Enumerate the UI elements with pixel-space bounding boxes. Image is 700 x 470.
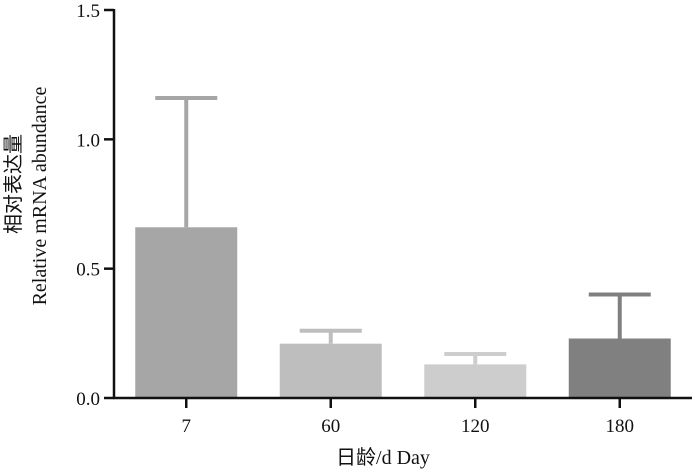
x-ticks: 7 60 120 180 [182,398,635,437]
bar-180 [568,338,671,398]
bars-layer [135,95,671,398]
x-tick-label: 120 [461,416,490,437]
x-tick-label: 180 [606,416,635,437]
bar-60 [279,343,382,398]
x-axis-label: 日龄/d Day [336,446,430,469]
y-tick-label: 1.0 [76,130,100,151]
y-tick-label: 0.5 [76,260,100,281]
y-axis-label-english: Relative mRNA abundance [29,86,51,305]
axes-layer [112,9,692,400]
y-tick-label: 1.5 [76,1,100,22]
y-ticks: 0.0 0.5 1.0 1.5 [76,1,114,410]
y-axis-label-chinese: 相对表达量 [2,134,25,234]
bar-120 [424,364,527,398]
x-tick-label: 7 [182,416,192,437]
bar-7 [135,227,238,398]
x-tick-label: 60 [321,416,340,437]
y-tick-label: 0.0 [76,389,100,410]
